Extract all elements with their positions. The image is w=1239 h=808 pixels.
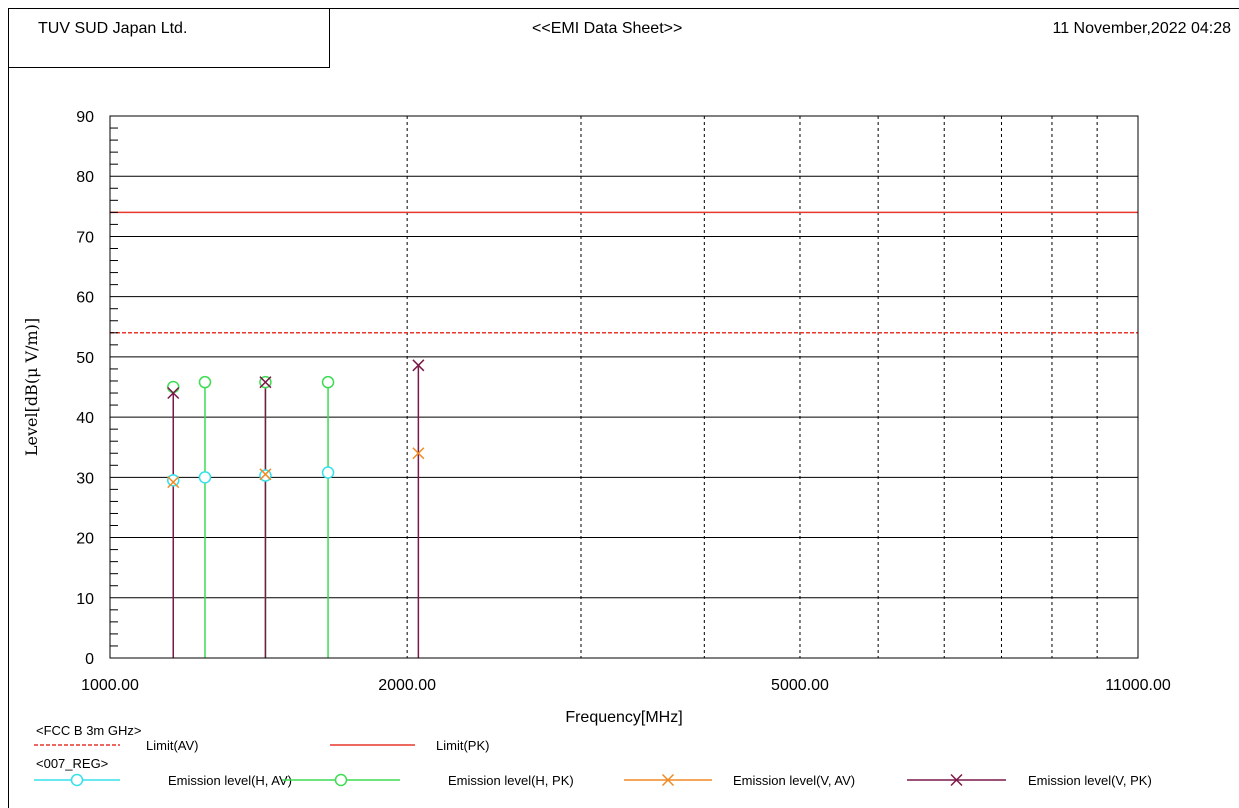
y-axis-title: Level[dB(μ V/m)] (22, 318, 41, 456)
legend-label: Limit(PK) (436, 738, 489, 753)
x-marker-stroke (167, 476, 180, 489)
sheet-frame (8, 8, 1239, 808)
y-tick-label: 10 (76, 591, 94, 608)
x-marker (412, 359, 425, 372)
circle-marker (259, 469, 272, 482)
legend-label: Emission level(V, PK) (1028, 773, 1152, 788)
timestamp: 11 November,2022 04:28 (1052, 20, 1232, 37)
x-tick-label: 5000.00 (771, 677, 829, 694)
y-tick-label: 80 (76, 169, 94, 186)
circle-marker (167, 474, 180, 487)
x-marker-stroke (259, 468, 272, 481)
x-marker-stroke (950, 773, 963, 787)
y-tick-label: 50 (76, 350, 94, 367)
y-tick-label: 90 (76, 109, 94, 126)
legend-group-fcc-label: <FCC B 3m GHz> (36, 723, 141, 738)
x-tick-label: 1000.00 (81, 677, 139, 694)
circle-marker (334, 773, 348, 787)
x-tick-label: 11000.00 (1105, 677, 1171, 694)
legend-label: Emission level(H, PK) (448, 773, 574, 788)
y-tick-label: 0 (85, 651, 94, 668)
company-name: TUV SUD Japan Ltd. (38, 20, 188, 37)
x-marker (950, 773, 963, 787)
company-box (8, 8, 330, 68)
x-marker (167, 386, 180, 400)
y-tick-label: 30 (76, 470, 94, 487)
x-marker-stroke (412, 359, 425, 372)
y-tick-label: 20 (76, 531, 94, 548)
x-marker (661, 773, 675, 787)
legend-label: Limit(AV) (146, 738, 198, 753)
circle-marker (321, 466, 335, 479)
x-marker (412, 447, 425, 460)
legend: <FCC B 3m GHz> <007_REG> Limit(AV) Limit(… (34, 723, 1152, 788)
legend-label: Emission level(H, AV) (168, 773, 292, 788)
x-marker-stroke (661, 773, 675, 787)
x-axis-title: Frequency[MHz] (565, 709, 682, 726)
y-tick-label: 70 (76, 229, 94, 246)
legend-label: Emission level(V, AV) (733, 773, 855, 788)
y-tick-label: 60 (76, 290, 94, 307)
x-marker-stroke (167, 386, 180, 400)
circle-marker (198, 375, 212, 389)
circle-marker (167, 380, 180, 394)
legend-group-reg-label: <007_REG> (36, 756, 108, 771)
x-marker (167, 476, 180, 489)
sheet-title: <<EMI Data Sheet>> (532, 20, 683, 37)
x-marker-stroke (259, 376, 272, 389)
x-marker-stroke (412, 447, 425, 460)
y-tick-label: 40 (76, 410, 94, 427)
x-tick-label: 2000.00 (378, 677, 436, 694)
plot-area-border (109, 115, 1139, 659)
circle-marker (321, 375, 335, 389)
circle-marker (198, 471, 212, 484)
x-marker (259, 376, 272, 389)
circle-marker (70, 773, 84, 787)
x-marker (259, 468, 272, 481)
